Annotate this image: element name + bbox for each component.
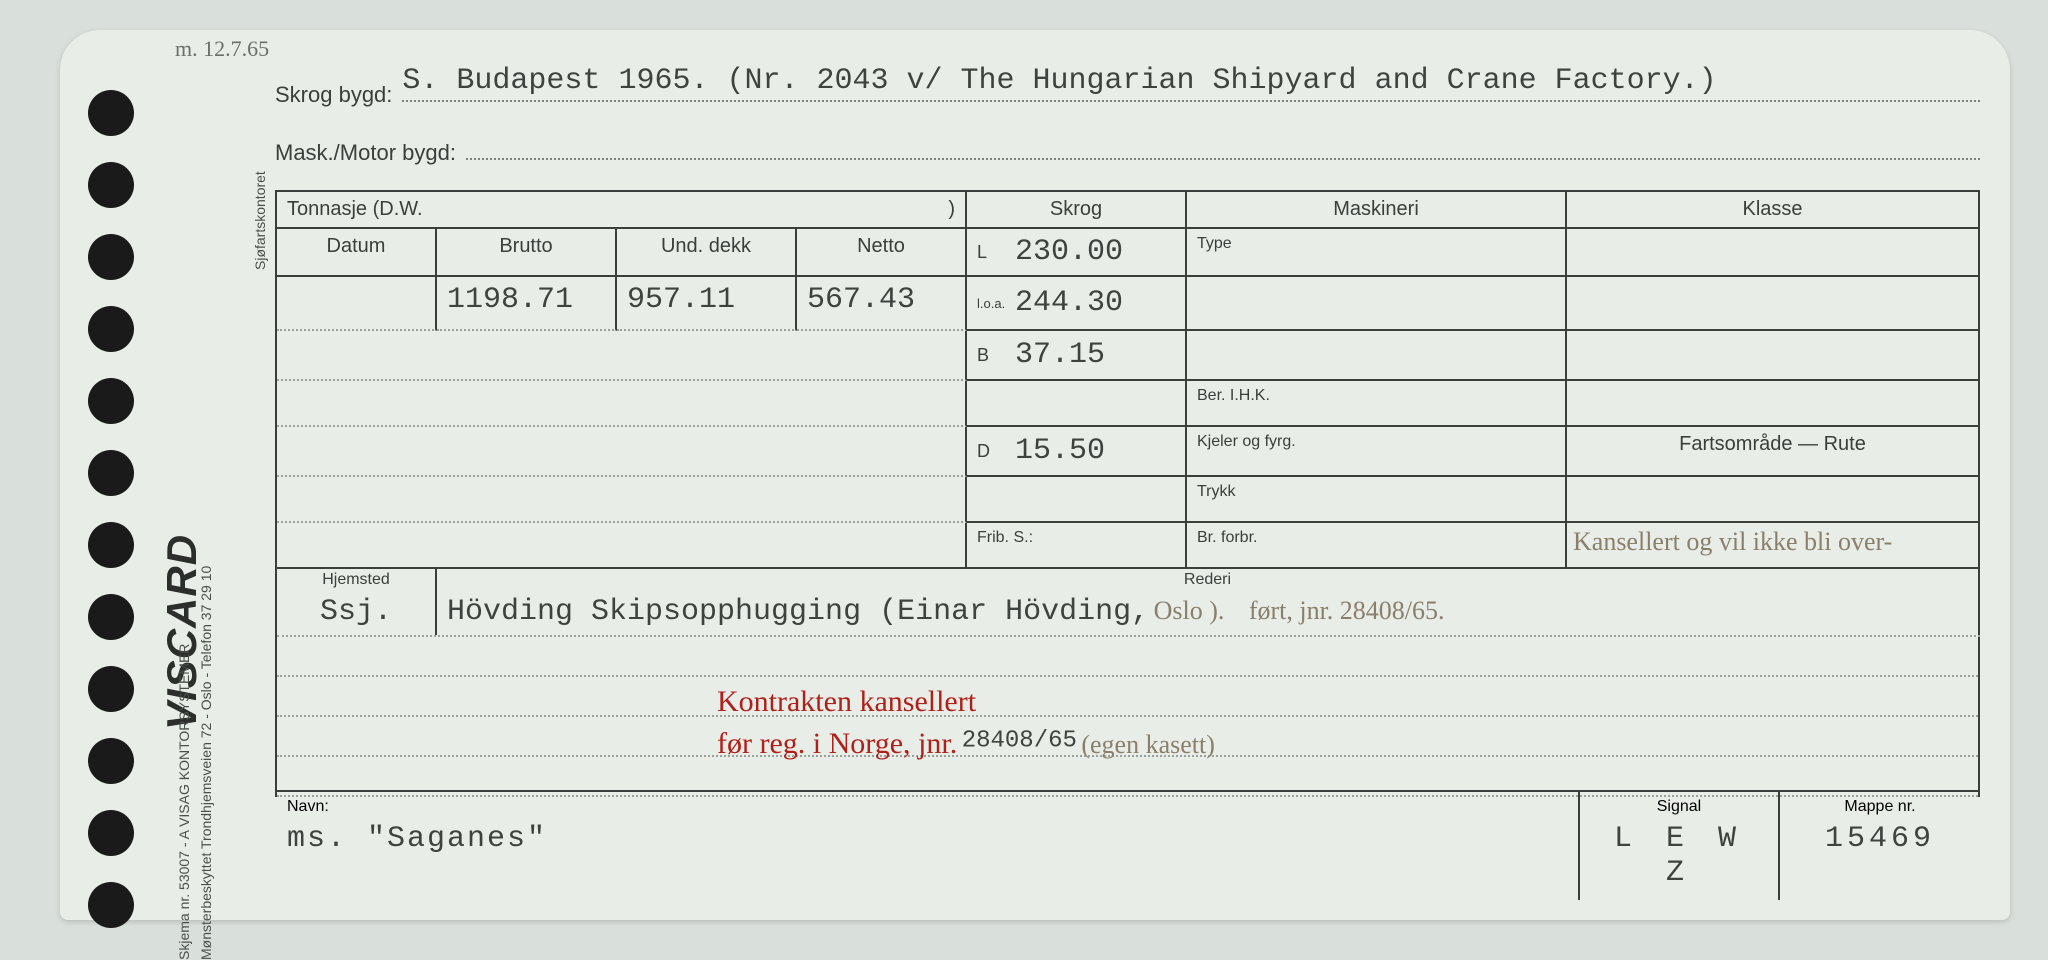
- datum-label: Datum: [277, 229, 437, 277]
- type-label: Type: [1197, 235, 1232, 252]
- skrog-B-value: 37.15: [1015, 338, 1105, 372]
- skrog-L-prefix: L: [977, 242, 1005, 263]
- navn-value: ms. "Saganes": [287, 822, 1566, 856]
- frib-label: Frib. S.:: [977, 529, 1033, 546]
- red-note-1: Kontrakten kansellert: [717, 685, 1215, 719]
- top-handwritten-note: m. 12.7.65: [175, 36, 269, 62]
- table-row: B 37.15: [277, 331, 1980, 381]
- rederi-value: Hövding Skipsopphugging (Einar Hövding,: [447, 595, 1149, 629]
- red-note-2: før reg. i Norge, jnr.: [717, 727, 957, 760]
- table-header-row-2: Datum Brutto Und. dekk Netto L 230.00 Ty…: [277, 229, 1980, 277]
- skrog-B-prefix: B: [977, 345, 1005, 366]
- table-row: Trykk: [277, 477, 1980, 523]
- skrog-col-label: Skrog: [967, 192, 1187, 229]
- skrog-D-prefix: D: [977, 441, 1005, 462]
- trykk-label: Trykk: [1197, 483, 1236, 500]
- skrog-bygd-row: Skrog bygd: S. Budapest 1965. (Nr. 2043 …: [275, 72, 1980, 118]
- table-data-row: 1198.71 957.11 567.43 l.o.a. 244.30: [277, 277, 1980, 331]
- main-table: Tonnasje (D.W. ) Skrog Maskineri Klasse …: [275, 190, 1980, 797]
- side-line2: Mønsterbeskyttet Trondhjemsveien 72 - Os…: [198, 566, 214, 960]
- skrog-D-value: 15.50: [1015, 434, 1105, 468]
- form-area: Skrog bygd: S. Budapest 1965. (Nr. 2043 …: [275, 72, 1980, 900]
- fartsomrade-label: Fartsområde — Rute: [1567, 427, 1980, 477]
- red-note-2-num: 28408/65: [962, 728, 1077, 755]
- mask-motor-value: [466, 156, 1980, 160]
- table-row: Ber. I.H.K.: [277, 381, 1980, 427]
- sjofart-label: Sjøfartskontoret: [252, 171, 268, 270]
- skrog-L-value: 230.00: [1015, 235, 1123, 269]
- skrog-bygd-label: Skrog bygd:: [275, 82, 392, 108]
- mappe-label: Mappe nr.: [1792, 798, 1968, 816]
- mask-motor-label: Mask./Motor bygd:: [275, 140, 456, 166]
- side-line1: Skjema nr. 53007 - A VISAG KONTORSYSTEME…: [176, 644, 192, 960]
- rederi-tail: Oslo ).: [1154, 596, 1225, 625]
- bottom-bar: Navn: ms. "Saganes" Signal L E W Z Mappe…: [275, 790, 1980, 900]
- red-note-2-tail: (egen kasett): [1081, 730, 1215, 759]
- table-row: Frib. S.: Br. forbr. Kansellert og vil i…: [277, 523, 1980, 569]
- skrog-Loa-value: 244.30: [1015, 286, 1123, 320]
- und-dekk-label: Und. dekk: [617, 229, 797, 277]
- side-print-block: Sjøfartskontoret VISCARD Skjema nr. 5300…: [158, 90, 268, 920]
- index-card: m. 12.7.65 Sjøfartskontoret VISCARD Skje…: [60, 30, 2010, 920]
- ber-ihk-label: Ber. I.H.K.: [1197, 387, 1270, 404]
- signal-value: L E W Z: [1592, 822, 1766, 890]
- signal-label: Signal: [1592, 798, 1766, 816]
- rederi-label: Rederi: [447, 571, 1968, 589]
- skrog-bygd-value: S. Budapest 1965. (Nr. 2043 v/ The Hunga…: [402, 64, 1980, 102]
- table-header-row-1: Tonnasje (D.W. ) Skrog Maskineri Klasse: [277, 192, 1980, 229]
- navn-label: Navn:: [287, 798, 1566, 816]
- notes-area: Kontrakten kansellert før reg. i Norge, …: [277, 637, 1980, 797]
- hjemsted-rederi-row: Hjemsted Ssj. Rederi Hövding Skipsopphug…: [277, 569, 1980, 637]
- hjemsted-value: Ssj.: [287, 595, 425, 629]
- und-dekk-value: 957.11: [617, 277, 797, 331]
- tonnasje-label: Tonnasje (D.W.: [287, 198, 423, 221]
- klasse-note-1: Kansellert og vil ikke bli over-: [1573, 527, 1892, 557]
- klasse-col-label: Klasse: [1567, 192, 1980, 229]
- mappe-value: 15469: [1792, 822, 1968, 856]
- mask-motor-row: Mask./Motor bygd:: [275, 130, 1980, 176]
- brutto-value: 1198.71: [437, 277, 617, 331]
- brutto-label: Brutto: [437, 229, 617, 277]
- maskineri-col-label: Maskineri: [1187, 192, 1567, 229]
- netto-value: 567.43: [797, 277, 967, 331]
- hjemsted-label: Hjemsted: [287, 571, 425, 589]
- netto-label: Netto: [797, 229, 967, 277]
- br-forbr-label: Br. forbr.: [1197, 529, 1257, 546]
- klasse-note-2: ført, jnr. 28408/65.: [1249, 596, 1445, 625]
- table-row: D 15.50 Kjeler og fyrg. Fartsområde — Ru…: [277, 427, 1980, 477]
- kjeler-label: Kjeler og fyrg.: [1197, 433, 1296, 450]
- tonnasje-close: ): [948, 198, 955, 221]
- punch-holes: [88, 90, 134, 954]
- skrog-Loa-prefix: l.o.a.: [977, 296, 1005, 311]
